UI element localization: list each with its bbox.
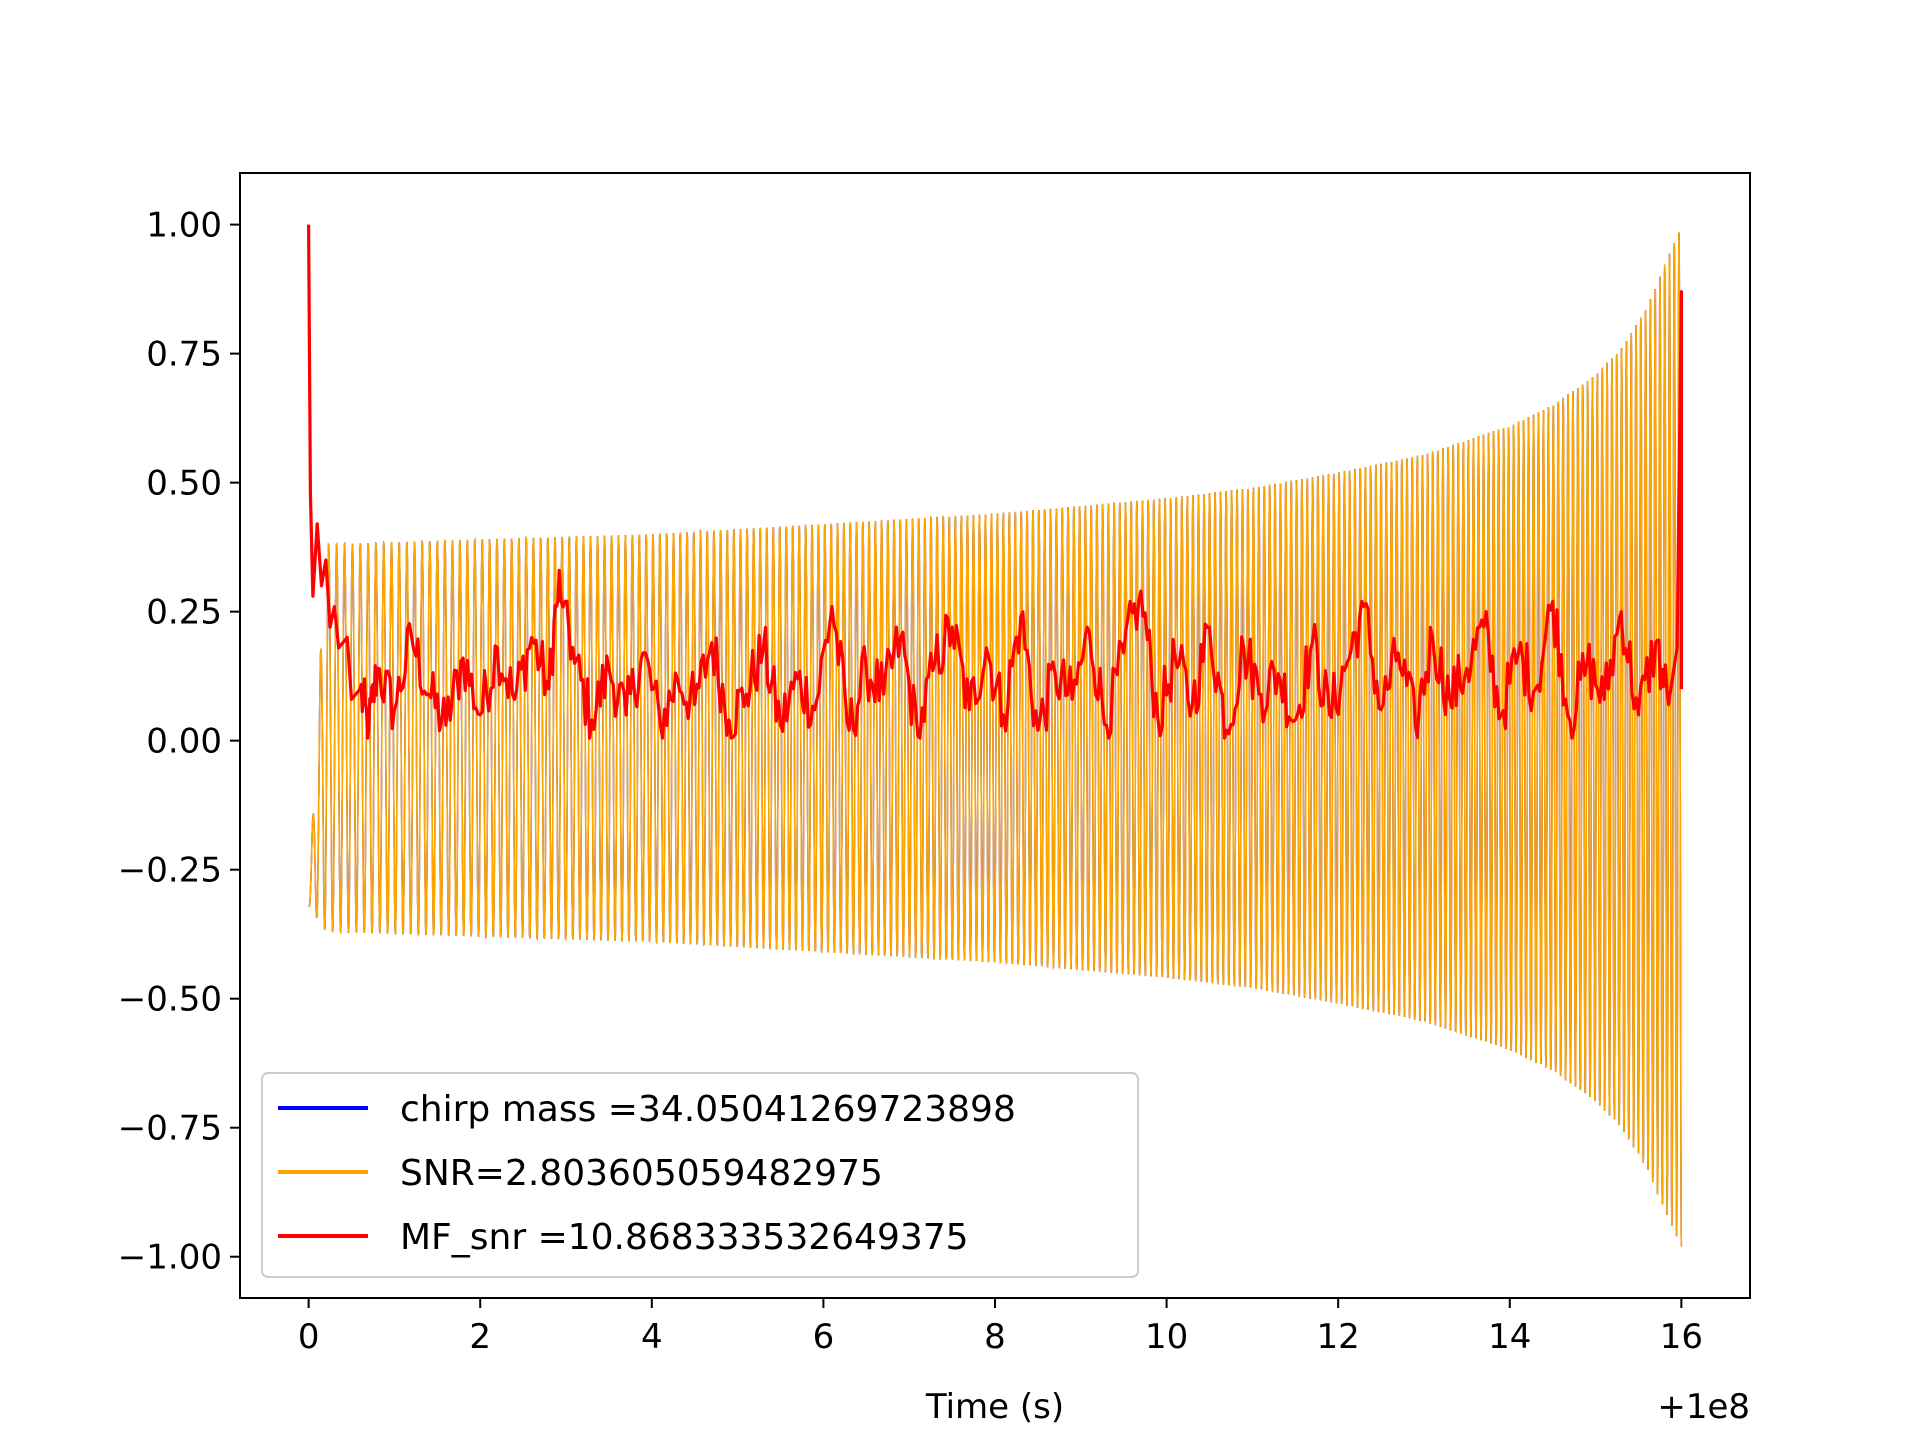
x-tick-label: 6 — [813, 1317, 835, 1357]
legend-label-snr: SNR=2.803605059482975 — [400, 1153, 883, 1194]
series-mf-snr-line — [307, 224, 1683, 740]
y-tick-label: −0.75 — [118, 1109, 222, 1149]
x-tick-label: 14 — [1488, 1317, 1531, 1357]
x-tick-label: 2 — [469, 1317, 491, 1357]
y-tick-label: 0.25 — [146, 593, 222, 633]
y-tick-label: −1.00 — [118, 1238, 222, 1278]
x-offset-label: +1e8 — [1657, 1387, 1750, 1427]
y-axis: 1.00 0.75 0.50 0.25 0.00 −0.25 −0.50 −0.75 −1.00 — [118, 206, 240, 1278]
y-tick-label: 0.50 — [146, 464, 222, 504]
legend-box — [261, 1072, 1139, 1278]
x-tick-label: 10 — [1145, 1317, 1188, 1357]
y-tick-label: −0.50 — [118, 980, 222, 1020]
series-layer — [307, 224, 1683, 1247]
series-snr-line — [308, 232, 1683, 1247]
x-tick-label: 12 — [1317, 1317, 1360, 1357]
y-tick-label: 1.00 — [146, 206, 222, 246]
x-tick-label: 0 — [298, 1317, 320, 1357]
x-tick-label: 4 — [641, 1317, 663, 1357]
x-tick-label: 16 — [1660, 1317, 1703, 1357]
y-tick-label: 0.75 — [146, 335, 222, 375]
y-tick-label: 0.00 — [146, 722, 222, 762]
x-tick-label: 8 — [984, 1317, 1006, 1357]
x-axis: 0 2 4 6 8 10 12 14 16 — [298, 1298, 1703, 1357]
legend-label-mf-snr: MF_snr =10.868333532649375 — [400, 1217, 969, 1258]
legend: chirp mass =34.05041269723898 SNR=2.8036… — [261, 1072, 1139, 1278]
legend-label-chirp-mass: chirp mass =34.05041269723898 — [400, 1089, 1016, 1130]
y-tick-label: −0.25 — [118, 851, 222, 891]
x-axis-label: Time (s) — [925, 1387, 1064, 1427]
